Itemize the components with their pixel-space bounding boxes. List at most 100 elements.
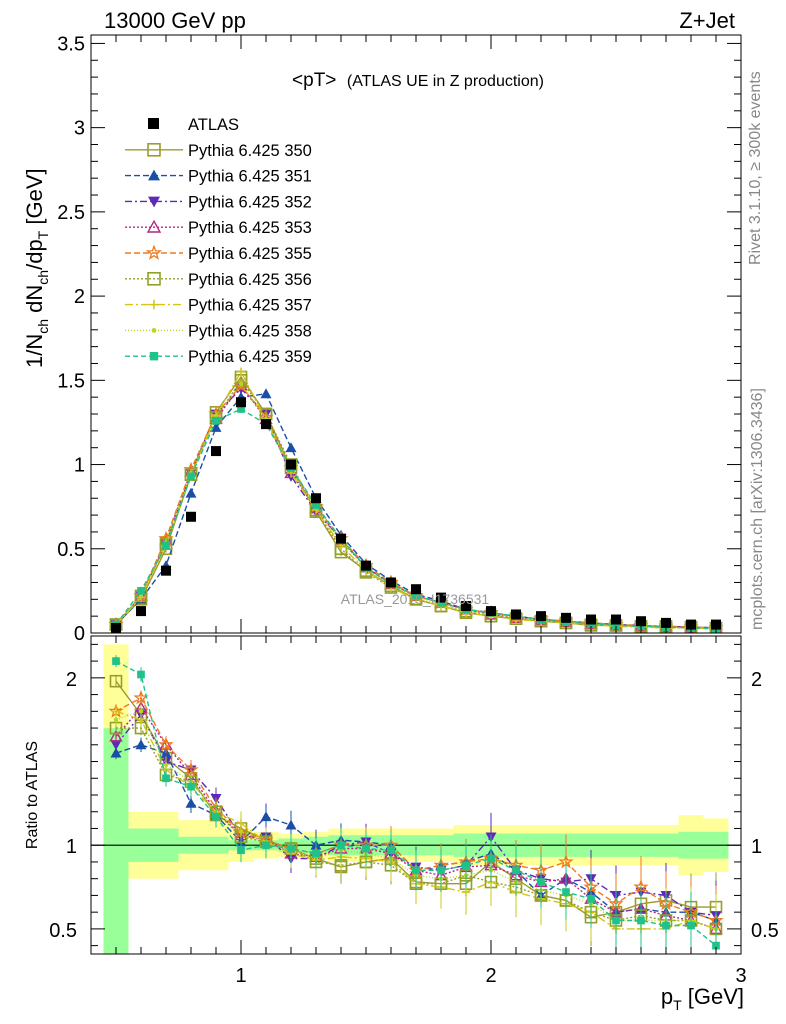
legend-entry: Pythia 6.425 353 xyxy=(125,219,312,237)
atlas-point xyxy=(261,419,271,430)
y-tick-label: 0 xyxy=(74,623,85,645)
atlas-point xyxy=(161,565,171,576)
ratio-y-tick-label-right: 2 xyxy=(751,669,762,691)
legend-label: ATLAS xyxy=(188,116,239,134)
legend-entry: Pythia 6.425 357 xyxy=(125,297,312,315)
atlas-point xyxy=(686,619,696,630)
x-tick-label: 3 xyxy=(735,965,746,987)
atlas-point xyxy=(536,611,546,622)
legend-entry: Pythia 6.425 355 xyxy=(125,244,312,263)
ratio-point xyxy=(187,782,195,791)
ratio-y-tick-label: 1 xyxy=(66,836,77,858)
process-label: Z+Jet xyxy=(679,8,735,33)
data-point xyxy=(137,587,145,595)
ratio-point xyxy=(162,774,170,783)
data-point xyxy=(212,416,220,425)
ratio-point xyxy=(537,878,545,886)
ratio-point xyxy=(285,819,297,830)
legend: ATLAS Pythia 6.425 350 Pythia 6.425 351 Pyt… xyxy=(125,116,312,366)
legend-entry: Pythia 6.425 358 xyxy=(125,322,312,340)
ratio-point xyxy=(110,740,122,751)
ratio-y-tick-label: 2 xyxy=(66,669,77,691)
data-point xyxy=(285,442,297,453)
ratio-point xyxy=(512,866,520,875)
x-tick-label: 1 xyxy=(235,965,246,987)
ratio-point xyxy=(185,797,197,808)
legend-entry: ATLAS xyxy=(148,116,239,134)
legend-marker xyxy=(147,143,161,157)
mcplots-label: mcplots.cern.ch [arXiv:1306.3436] xyxy=(749,388,766,630)
ratio-point xyxy=(487,854,495,863)
main-plot-axes: 0 0.5 1 1.5 2 2.5 3 3.5 xyxy=(57,33,741,645)
ratio-point xyxy=(437,866,445,875)
atlas-point xyxy=(236,397,246,408)
legend-marker xyxy=(146,219,162,233)
legend-label: Pythia 6.425 359 xyxy=(188,348,312,366)
ratio-point xyxy=(412,866,420,875)
ratio-point xyxy=(587,894,595,903)
atlas-point xyxy=(311,493,321,504)
ratio-point xyxy=(138,709,144,714)
atlas-point xyxy=(336,533,346,544)
ratio-point xyxy=(110,747,122,758)
y-tick-label: 2.5 xyxy=(57,202,85,224)
main-plot-marks xyxy=(108,367,724,633)
atlas-point xyxy=(361,560,371,571)
data-point xyxy=(312,501,320,509)
legend-label: Pythia 6.425 352 xyxy=(188,193,312,211)
data-point xyxy=(138,593,144,599)
uncertainty-band-inner xyxy=(103,728,729,954)
legend-marker xyxy=(149,299,159,310)
ratio-point xyxy=(109,729,123,742)
ratio-plot: 0.5 0.5 1 1 2 2 1 2 3 Ratio to ATLAS pT [GeV] xyxy=(24,635,779,1013)
ratio-point xyxy=(562,888,570,896)
atlas-point xyxy=(586,614,596,625)
ratio-point xyxy=(612,916,620,925)
ratio-plot-marks xyxy=(91,644,741,954)
y-axis-label: 1/Nch dNch/dpT [GeV] xyxy=(22,168,51,368)
atlas-point xyxy=(461,601,471,612)
legend-entry: Pythia 6.425 356 xyxy=(125,271,312,289)
main-plot: 0 0.5 1 1.5 2 2.5 3 3.5 ATLAS_2019_I1736531 <pT… xyxy=(22,33,742,645)
ratio-point xyxy=(387,846,395,855)
y-tick-label: 1 xyxy=(74,455,85,477)
data-point xyxy=(260,388,272,399)
ratio-point xyxy=(158,736,174,752)
data-point xyxy=(236,367,246,377)
legend-marker xyxy=(148,196,160,208)
legend-entry: Pythia 6.425 359 xyxy=(125,348,312,366)
data-point xyxy=(437,598,445,607)
ratio-point xyxy=(262,841,270,850)
data-point xyxy=(412,592,420,600)
atlas-point xyxy=(611,614,621,625)
ratio-y-tick-label: 0.5 xyxy=(49,920,77,942)
data-point xyxy=(210,421,222,432)
ratio-point xyxy=(312,849,320,858)
legend-label: Pythia 6.425 358 xyxy=(188,322,312,340)
atlas-point xyxy=(436,592,446,603)
ratio-plot-axes: 0.5 0.5 1 1 2 2 1 2 3 xyxy=(49,636,779,987)
y-tick-label: 3.5 xyxy=(57,33,85,55)
legend-marker xyxy=(148,169,160,181)
atlas-point xyxy=(211,446,221,457)
atlas-point xyxy=(186,511,196,522)
ratio-point xyxy=(163,762,169,768)
ratio-point xyxy=(462,861,470,870)
ratio-point xyxy=(662,921,670,930)
legend-entry: Pythia 6.425 350 xyxy=(125,142,312,160)
ratio-point xyxy=(137,670,145,679)
ratio-point xyxy=(260,811,272,822)
legend-marker xyxy=(147,271,161,286)
ratio-point xyxy=(362,844,370,853)
legend-marker xyxy=(149,352,159,361)
ratio-point xyxy=(212,812,220,821)
legend-label: Pythia 6.425 351 xyxy=(188,168,312,186)
data-point xyxy=(612,621,620,630)
legend-label: Pythia 6.425 353 xyxy=(188,219,312,237)
legend-label: Pythia 6.425 356 xyxy=(188,271,312,289)
ratio-point xyxy=(637,916,645,925)
legend-marker xyxy=(148,118,159,129)
data-point xyxy=(162,541,170,550)
atlas-point xyxy=(511,609,521,620)
x-tick-label: 2 xyxy=(485,965,496,987)
